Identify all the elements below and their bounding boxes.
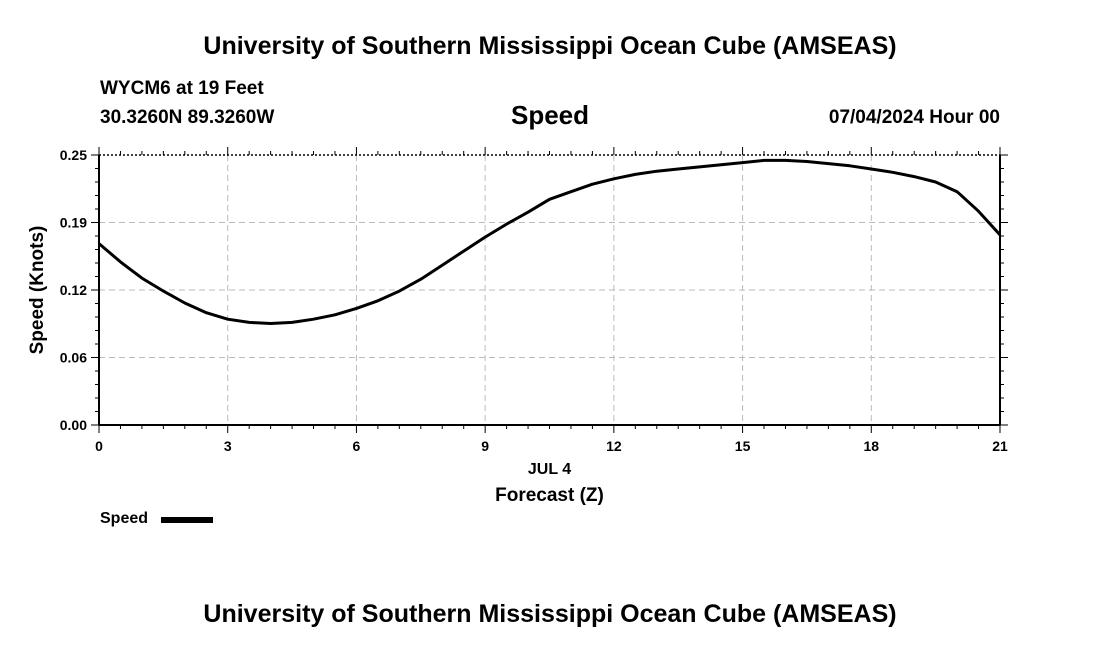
datetime-label: 07/04/2024 Hour 00: [828, 107, 1000, 128]
page-title-top: University of Southern Mississippi Ocean…: [203, 32, 897, 60]
y-tick-label: 0.00: [60, 417, 87, 433]
x-tick-label: 21: [992, 438, 1008, 454]
y-tick-label: 0.19: [60, 215, 87, 231]
y-tick-label: 0.12: [60, 282, 87, 298]
y-tick-label: 0.25: [60, 147, 87, 163]
series-line-speed: [98, 158, 1002, 325]
legend-swatch: [161, 517, 213, 523]
y-tick-label: 0.06: [60, 350, 87, 366]
x-axis-title: Forecast (Z): [495, 485, 604, 506]
x-tick-label: 9: [481, 438, 489, 454]
legend-label: Speed: [100, 510, 149, 527]
station-label: WYCM6 at 19 Feet: [100, 78, 264, 99]
x-tick-label: 6: [353, 438, 361, 454]
x-axis-date-label: JUL 4: [528, 461, 571, 478]
x-tick-label: 0: [95, 438, 103, 454]
x-tick-label: 15: [735, 438, 751, 454]
y-axis-title: Speed (Knots): [27, 226, 48, 355]
coordinates-label: 30.3260N 89.3260W: [100, 107, 275, 128]
x-tick-label: 3: [224, 438, 232, 454]
page-title-bottom: University of Southern Mississippi Ocean…: [203, 600, 897, 628]
x-tick-label: 12: [606, 438, 622, 454]
x-tick-label: 18: [863, 438, 879, 454]
chart-title: Speed: [510, 100, 590, 130]
